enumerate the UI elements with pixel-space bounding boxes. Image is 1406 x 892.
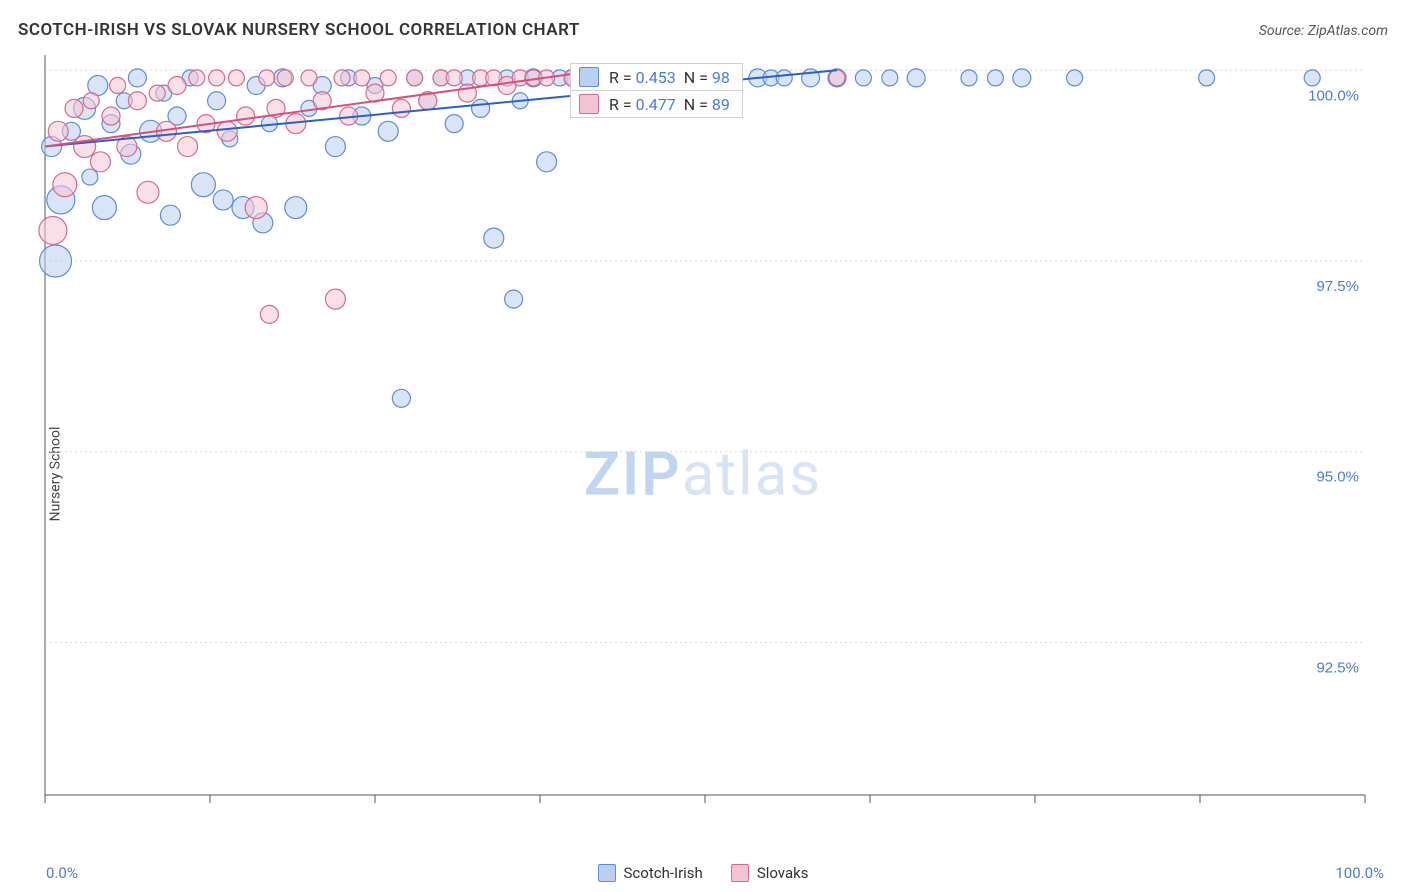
swatch-icon xyxy=(579,94,599,114)
stats-text: R = 0.453 N = 98 xyxy=(609,68,730,87)
scatter-plot: 92.5% 95.0% 97.5% 100.0% xyxy=(0,55,1406,845)
svg-text:95.0%: 95.0% xyxy=(1316,469,1359,486)
legend-item-scotch_irish: Scotch-Irish xyxy=(598,864,703,882)
legend-label: Scotch-Irish xyxy=(624,864,703,882)
stats-row-scotch_irish: R = 0.453 N = 98 xyxy=(571,64,742,91)
legend-item-slovaks: Slovaks xyxy=(731,864,809,882)
legend-bottom: Scotch-Irish Slovaks xyxy=(0,864,1406,882)
swatch-icon xyxy=(579,67,599,87)
source-label: Source: ZipAtlas.com xyxy=(1259,23,1388,39)
stats-text: R = 0.477 N = 89 xyxy=(609,95,730,114)
stats-legend-box: R = 0.453 N = 98 R = 0.477 N = 89 xyxy=(570,63,743,118)
svg-text:92.5%: 92.5% xyxy=(1316,659,1359,676)
svg-text:100.0%: 100.0% xyxy=(1308,87,1359,104)
svg-text:97.5%: 97.5% xyxy=(1316,278,1359,295)
stats-row-slovaks: R = 0.477 N = 89 xyxy=(571,91,742,117)
legend-label: Slovaks xyxy=(757,864,809,882)
chart-title: SCOTCH-IRISH VS SLOVAK NURSERY SCHOOL CO… xyxy=(18,20,580,40)
swatch-icon xyxy=(598,864,616,882)
swatch-icon xyxy=(731,864,749,882)
